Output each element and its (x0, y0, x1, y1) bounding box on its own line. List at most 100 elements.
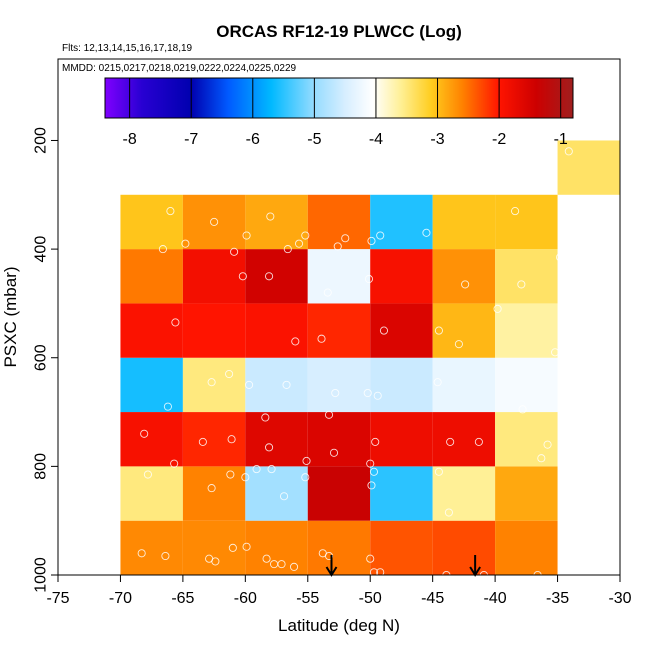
observation-point (537, 454, 546, 463)
heatmap-cell (120, 357, 183, 413)
observation-point (228, 543, 237, 552)
observation-point (493, 304, 502, 313)
y-tick-label: 400 (33, 236, 50, 263)
y-axis: 200 400 600 800 1000 (33, 127, 58, 593)
observation-point (446, 437, 455, 446)
observation-point (291, 337, 300, 346)
observation-point (518, 405, 527, 414)
heatmap-cell (495, 194, 558, 250)
heatmap-cell (307, 466, 371, 521)
observation-point (461, 280, 470, 289)
colorbar-tick-label: -3 (430, 131, 444, 148)
observation-point (262, 554, 271, 563)
x-tick-label: -45 (421, 590, 444, 607)
x-axis: -75 -70 -65 -60 -55 -50 -45 -40 -35 -30 (46, 575, 632, 607)
observation-point (371, 437, 380, 446)
observation-markers (137, 147, 573, 580)
observation-point (242, 231, 251, 240)
observation-point (252, 465, 261, 474)
observation-point (331, 388, 340, 398)
heatmap-cell (307, 303, 371, 358)
heatmap-cell (245, 303, 308, 358)
heatmap-cell (307, 357, 371, 413)
heatmap-cell (370, 466, 433, 521)
heatmap-cell (495, 520, 558, 575)
heatmap-cell (370, 303, 433, 358)
observation-point (369, 568, 379, 577)
observation-point (143, 470, 152, 479)
colorbar-tick-label: -6 (246, 131, 260, 148)
heatmap-cell (182, 194, 246, 250)
observation-point (283, 245, 292, 254)
observation-point (302, 456, 311, 465)
colorbar-tick-label: -1 (554, 131, 568, 148)
x-tick-label: -65 (171, 590, 194, 607)
observation-point (282, 380, 291, 389)
observation-point (140, 429, 149, 438)
heatmap-cell (495, 357, 558, 413)
heatmap-cell (245, 249, 308, 304)
observation-point (238, 272, 247, 281)
heatmap-cell (245, 357, 308, 413)
heatmap-cell (245, 412, 308, 467)
heatmap-cell (120, 412, 183, 467)
observation-point (207, 378, 216, 387)
observation-point (245, 380, 254, 389)
observation-point (551, 348, 560, 357)
observation-point (543, 440, 552, 449)
observation-point (161, 551, 170, 561)
heatmap-cells (120, 140, 620, 575)
x-tick-label: -55 (296, 590, 319, 607)
observation-point (171, 318, 180, 327)
heatmap-cell (557, 140, 620, 195)
heatmap-cell (432, 466, 496, 521)
observation-point (163, 402, 172, 411)
y-tick-label: 1000 (33, 557, 50, 593)
heatmap-cell (432, 194, 496, 250)
heatmap-cell (182, 520, 246, 575)
observation-point (289, 562, 299, 571)
heatmap-cell (182, 412, 246, 467)
heatmap-cell (307, 520, 371, 575)
x-tick-label: -50 (359, 590, 382, 607)
heatmap-cell (120, 303, 183, 358)
observation-point (379, 326, 389, 335)
observation-point (376, 231, 385, 240)
observation-point (317, 334, 326, 343)
heatmap-cell (370, 520, 433, 575)
x-tick-label: -35 (546, 590, 569, 607)
heatmap-cell (495, 466, 558, 521)
chart-title: ORCAS RF12-19 PLWCC (Log) (216, 22, 462, 41)
colorbar-tick-label: -4 (369, 131, 383, 148)
observation-point (267, 465, 276, 474)
observation-point (226, 470, 235, 479)
observation-point (241, 473, 250, 482)
observation-point (363, 388, 372, 398)
heatmap-cell (432, 249, 496, 304)
observation-point (324, 410, 334, 419)
y-axis-label: PSXC (mbar) (1, 266, 20, 367)
heatmap-cell (307, 249, 371, 304)
observation-point (434, 326, 443, 335)
observation-point (366, 554, 375, 563)
observation-point (517, 280, 526, 289)
heatmap-cell (370, 194, 433, 250)
heatmap-cell (495, 303, 558, 358)
observation-point (373, 391, 382, 400)
observation-point (511, 207, 520, 216)
heatmap-cell (245, 194, 308, 250)
observation-point (227, 435, 236, 444)
observation-point (265, 272, 274, 281)
observation-point (341, 234, 350, 243)
heatmap-cell (370, 249, 433, 304)
observation-point (367, 236, 376, 246)
heatmap-cell (120, 249, 183, 304)
colorbar-tick-label: -8 (123, 131, 137, 148)
x-axis-label: Latitude (deg N) (278, 616, 400, 635)
observation-point (170, 459, 179, 468)
observation-point (301, 473, 310, 482)
heatmap-cell (432, 520, 496, 575)
observation-point (364, 274, 374, 284)
heatmap-cell (182, 303, 246, 358)
